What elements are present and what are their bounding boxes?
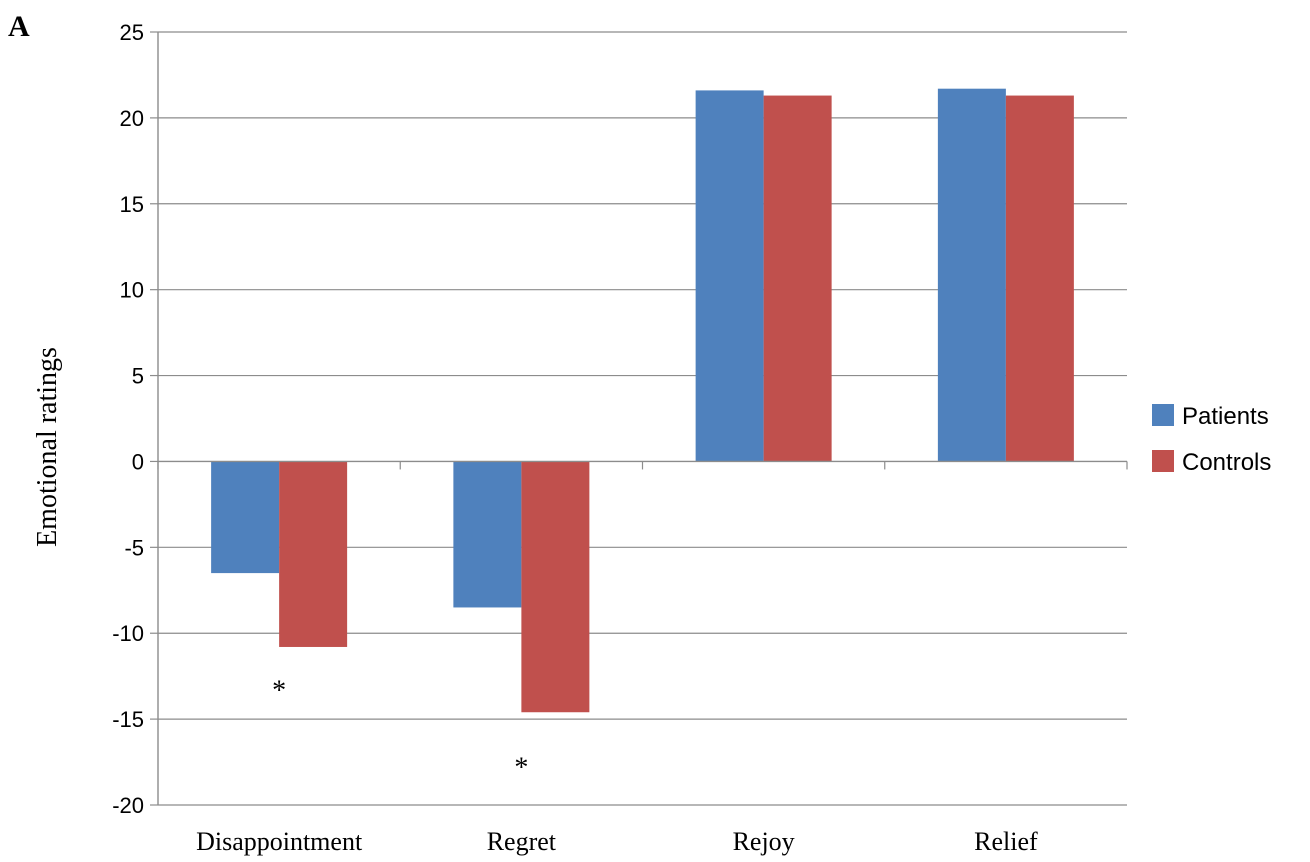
- category-label: Disappointment: [196, 827, 363, 856]
- legend-swatch-patients: [1152, 404, 1174, 426]
- legend-label: Controls: [1182, 449, 1271, 476]
- y-tick-label: -20: [112, 793, 144, 818]
- y-tick-label: 5: [132, 364, 144, 389]
- y-tick-label: 15: [120, 192, 144, 217]
- annotations: **: [272, 675, 528, 783]
- bar-patients-disappointment: [211, 461, 280, 574]
- y-tick-label: -5: [124, 535, 144, 560]
- bar-controls-rejoy: [763, 95, 832, 462]
- bar-patients-relief: [937, 88, 1006, 462]
- x-category-labels: Disappointment Regret Rejoy Relief: [196, 827, 1038, 856]
- y-tick-label: 25: [120, 20, 144, 45]
- panel-label: A: [8, 10, 30, 43]
- bar-patients-regret: [453, 461, 522, 608]
- y-tick-label: 20: [120, 106, 144, 131]
- axes: [157, 32, 1128, 805]
- legend-label: Patients: [1182, 403, 1269, 430]
- category-label: Relief: [974, 827, 1038, 856]
- y-tick-label: 0: [132, 449, 144, 474]
- bar-controls-disappointment: [279, 461, 348, 647]
- legend: Patients Controls: [1152, 403, 1271, 476]
- significance-marker: *: [514, 753, 528, 784]
- bar-controls-regret: [521, 461, 590, 713]
- significance-marker: *: [272, 675, 286, 706]
- bars: [211, 88, 1074, 713]
- legend-swatch-controls: [1152, 450, 1174, 472]
- y-tick-label: 10: [120, 278, 144, 303]
- y-tick-label: -15: [112, 707, 144, 732]
- category-label: Regret: [487, 827, 557, 856]
- bar-controls-relief: [1005, 95, 1074, 462]
- category-label: Rejoy: [733, 827, 795, 856]
- y-axis-label: Emotional ratings: [32, 347, 63, 547]
- y-tick-labels: 25 20 15 10 5 0 -5 -10 -15 -20: [112, 20, 144, 818]
- bar-patients-rejoy: [695, 90, 764, 462]
- y-tick-label: -10: [112, 621, 144, 646]
